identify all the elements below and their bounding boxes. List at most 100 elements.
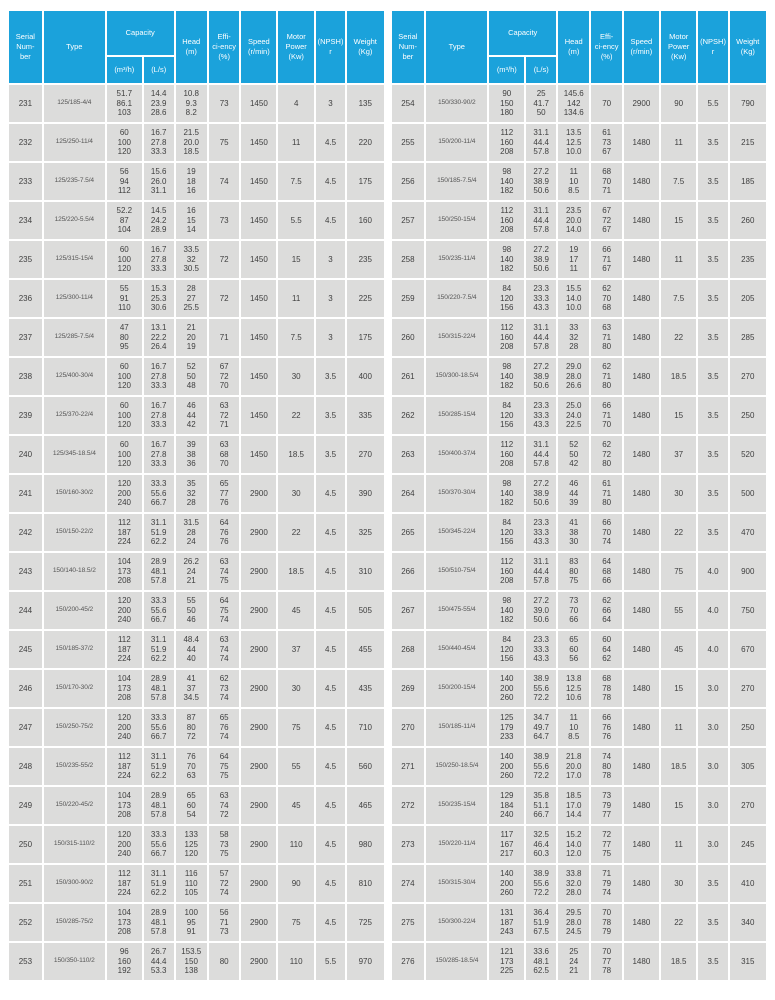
cell-head: 11 10 8.5 <box>558 163 590 200</box>
cell-weight: 315 <box>729 943 766 980</box>
cell-speed: 1480 <box>623 163 659 200</box>
cell-motor-power: 22 <box>278 514 314 551</box>
cell-npsh: 3.5 <box>698 397 728 434</box>
cell-efficiency: 70 77 78 <box>591 943 622 980</box>
cell-head: 23.5 20.0 14.0 <box>558 202 590 239</box>
table-row: 246 150/170-30/2 104 173 208 28.9 48.1 57.8… <box>9 670 384 707</box>
cell-capacity-m3h: 112 187 224 <box>106 865 142 902</box>
cell-motor-power: 45 <box>278 592 314 629</box>
cell-serial-number: 238 <box>9 358 42 395</box>
cell-capacity-m3h: 60 100 120 <box>106 124 142 161</box>
cell-capacity-ls: 26.7 44.4 53.3 <box>143 943 174 980</box>
cell-npsh: 4.5 <box>315 748 346 785</box>
cell-npsh: 3.5 <box>698 124 728 161</box>
cell-efficiency: 64 75 74 <box>208 592 240 629</box>
cell-weight: 310 <box>347 553 384 590</box>
cell-motor-power: 11 <box>660 826 697 863</box>
cell-efficiency: 72 <box>208 241 240 278</box>
cell-capacity-m3h: 84 120 156 <box>489 397 525 434</box>
cell-head: 87 80 72 <box>175 709 207 746</box>
cell-head: 21.5 20.0 18.5 <box>175 124 207 161</box>
table-row: 260 150/315-22/4 112 160 208 31.1 44.4 57.8… <box>391 319 766 356</box>
cell-head: 73 70 66 <box>558 592 590 629</box>
cell-type: 150/185-37/2 <box>43 631 105 668</box>
cell-speed: 1480 <box>623 358 659 395</box>
cell-capacity-m3h: 120 200 240 <box>106 592 142 629</box>
cell-npsh: 4.5 <box>315 631 346 668</box>
cell-efficiency: 60 64 62 <box>591 631 622 668</box>
cell-type: 150/300-90/2 <box>43 865 105 902</box>
cell-weight: 305 <box>729 748 766 785</box>
cell-npsh: 4.5 <box>315 709 346 746</box>
table-row: 257 150/250-15/4 112 160 208 31.1 44.4 57.8… <box>391 202 766 239</box>
table-row: 240 125/345-18.5/4 60 100 120 16.7 27.8 33.… <box>9 436 384 473</box>
table-row: 253 150/350-110/2 96 160 192 26.7 44.4 53.3… <box>9 943 384 980</box>
cell-speed: 1450 <box>241 163 277 200</box>
cell-type: 150/300-18.5/4 <box>426 358 488 395</box>
cell-capacity-m3h: 90 150 180 <box>489 85 525 122</box>
cell-npsh: 4.5 <box>315 592 346 629</box>
cell-motor-power: 75 <box>278 904 314 941</box>
cell-serial-number: 250 <box>9 826 42 863</box>
cell-capacity-m3h: 131 187 243 <box>489 904 525 941</box>
cell-motor-power: 22 <box>660 319 697 356</box>
cell-speed: 2900 <box>241 787 277 824</box>
cell-serial-number: 257 <box>391 202 425 239</box>
cell-head: 41 38 30 <box>558 514 590 551</box>
cell-capacity-m3h: 140 200 260 <box>489 865 525 902</box>
cell-weight: 270 <box>729 358 766 395</box>
cell-capacity-ls: 35.8 51.1 66.7 <box>526 787 557 824</box>
cell-capacity-m3h: 52.2 87 104 <box>106 202 142 239</box>
cell-capacity-ls: 27.2 38.9 50.6 <box>526 358 557 395</box>
spec-table-left: Serial Num- ber Type Capacity Head (m) E… <box>7 9 386 982</box>
cell-type: 150/250-18.5/4 <box>426 748 488 785</box>
cell-type: 150/200-15/4 <box>426 670 488 707</box>
cell-motor-power: 7.5 <box>660 280 697 317</box>
cell-speed: 1480 <box>623 670 659 707</box>
cell-npsh: 4.5 <box>315 514 346 551</box>
col-header-serial-number: Serial Num- ber <box>9 11 42 83</box>
cell-motor-power: 7.5 <box>278 319 314 356</box>
cell-npsh: 4.5 <box>315 904 346 941</box>
cell-npsh: 5.5 <box>315 943 346 980</box>
cell-capacity-m3h: 125 179 233 <box>489 709 525 746</box>
spec-table-right-wrap: Serial Num- ber Type Capacity Head (m) E… <box>390 9 769 991</box>
cell-npsh: 3 <box>315 319 346 356</box>
cell-weight: 135 <box>347 85 384 122</box>
cell-capacity-ls: 16.7 27.8 33.3 <box>143 124 174 161</box>
cell-type: 150/220-45/2 <box>43 787 105 824</box>
cell-type: 150/140-18.5/2 <box>43 553 105 590</box>
cell-head: 25.0 24.0 22.5 <box>558 397 590 434</box>
cell-efficiency: 73 <box>208 85 240 122</box>
col-header-capacity-m3h: (m³/h) <box>106 57 142 83</box>
cell-efficiency: 73 79 77 <box>591 787 622 824</box>
cell-head: 28 27 25.5 <box>175 280 207 317</box>
cell-efficiency: 72 <box>208 280 240 317</box>
cell-capacity-ls: 34.7 49.7 64.7 <box>526 709 557 746</box>
cell-npsh: 3.5 <box>698 943 728 980</box>
spec-table-right: Serial Num- ber Type Capacity Head (m) E… <box>390 9 769 982</box>
table-row: 265 150/345-22/4 84 120 156 23.3 33.3 43.3 4… <box>391 514 766 551</box>
col-header-serial-number: Serial Num- ber <box>391 11 425 83</box>
cell-capacity-ls: 23.3 33.3 43.3 <box>526 397 557 434</box>
cell-weight: 220 <box>347 124 384 161</box>
cell-capacity-m3h: 60 100 120 <box>106 241 142 278</box>
cell-motor-power: 18.5 <box>660 358 697 395</box>
cell-npsh: 4.5 <box>315 865 346 902</box>
cell-capacity-ls: 33.6 48.1 62.5 <box>526 943 557 980</box>
cell-motor-power: 18.5 <box>660 748 697 785</box>
cell-type: 150/440-45/4 <box>426 631 488 668</box>
col-header-capacity-ls: (L/s) <box>526 57 557 83</box>
cell-weight: 260 <box>729 202 766 239</box>
table-row: 270 150/185-11/4 125 179 233 34.7 49.7 64.7… <box>391 709 766 746</box>
cell-capacity-ls: 16.7 27.8 33.3 <box>143 358 174 395</box>
cell-type: 150/370-30/4 <box>426 475 488 512</box>
cell-speed: 2900 <box>623 85 659 122</box>
table-row: 235 125/315-15/4 60 100 120 16.7 27.8 33.3 3… <box>9 241 384 278</box>
cell-serial-number: 244 <box>9 592 42 629</box>
cell-type: 125/285-7.5/4 <box>43 319 105 356</box>
cell-type: 150/250-75/2 <box>43 709 105 746</box>
table-row: 243 150/140-18.5/2 104 173 208 28.9 48.1 57… <box>9 553 384 590</box>
cell-npsh: 3.5 <box>315 397 346 434</box>
cell-efficiency: 62 71 80 <box>591 358 622 395</box>
